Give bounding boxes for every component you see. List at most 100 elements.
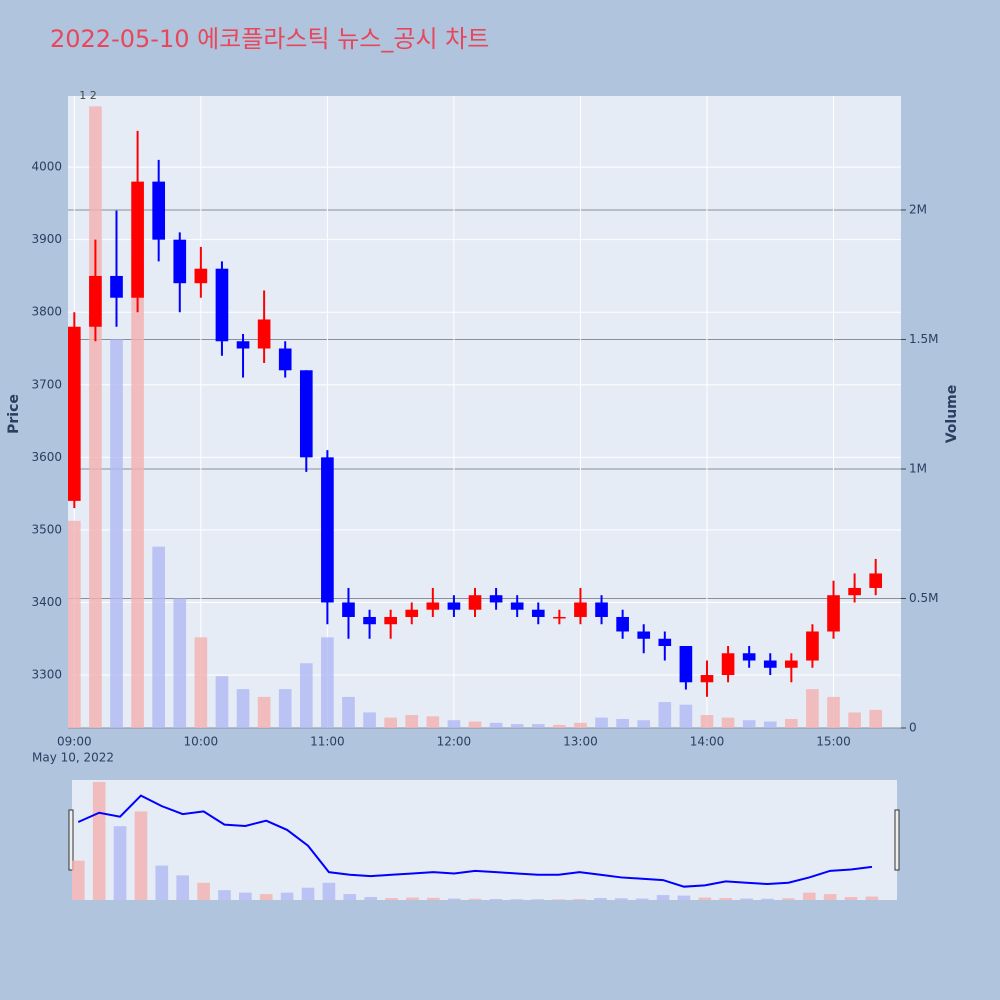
volume-bar <box>468 721 482 728</box>
volume-bar <box>869 709 883 728</box>
y2-axis-title: Volume <box>944 385 960 444</box>
chart-title: 2022-05-10 에코플라스틱 뉴스_공시 차트 <box>50 25 489 53</box>
y-tick-label: 3600 <box>31 450 62 464</box>
mini-volume-bar <box>280 892 294 900</box>
volume-bar <box>426 716 440 728</box>
range-handle[interactable] <box>68 809 74 871</box>
volume-bar <box>658 702 672 728</box>
volume-bar <box>342 696 355 728</box>
volume-bar <box>595 717 608 728</box>
mini-volume-bar <box>364 897 377 900</box>
volume-bar <box>278 689 292 728</box>
candle-body <box>806 631 819 661</box>
candle-body <box>447 602 461 610</box>
candle-body <box>384 616 397 625</box>
volume-bar <box>299 663 313 728</box>
range-slider[interactable] <box>72 780 897 900</box>
mini-volume-bar <box>614 898 628 900</box>
candle-body <box>742 653 756 661</box>
x-tick-label: 10:00 <box>184 735 219 749</box>
candle-body <box>869 573 883 588</box>
mini-volume-bar <box>740 898 753 900</box>
volume-bar <box>131 261 144 728</box>
mini-volume-bar <box>447 898 461 900</box>
volume-bar <box>827 696 840 728</box>
candle-body <box>152 181 166 240</box>
y-tick-label: 3400 <box>31 595 62 609</box>
x-tick-label: 11:00 <box>310 735 345 749</box>
mini-volume-bar <box>218 890 231 900</box>
candle-body <box>278 348 292 371</box>
candle-body <box>68 326 81 501</box>
y-tick-label: 3900 <box>31 232 62 246</box>
volume-bar <box>194 637 208 728</box>
volume-bar <box>616 718 629 728</box>
annotation: 1 <box>79 89 86 102</box>
candle-body <box>531 609 545 617</box>
x-tick-label: 15:00 <box>816 735 851 749</box>
candle-body <box>110 275 123 298</box>
candle-body <box>637 631 651 639</box>
mini-volume-bar <box>468 898 482 900</box>
candle-body <box>215 268 229 342</box>
candle-body <box>721 653 735 676</box>
volume-bar <box>531 724 545 728</box>
volume-bar <box>742 720 756 728</box>
mini-volume-bar <box>71 860 85 900</box>
candle-body <box>574 602 587 617</box>
volume-bar <box>553 724 566 728</box>
mini-volume-bar <box>552 899 565 900</box>
mini-volume-bar <box>406 897 419 900</box>
mini-volume-bar <box>844 897 858 900</box>
volume-bar <box>257 696 271 728</box>
volume-bar <box>574 722 587 728</box>
candle-body <box>700 675 714 683</box>
volume-bar <box>363 712 376 728</box>
candle-body <box>257 319 271 349</box>
candle-body <box>468 595 482 610</box>
mini-volume-bar <box>322 882 336 900</box>
mini-volume-bar <box>427 897 440 900</box>
volume-bar <box>447 720 461 728</box>
mini-volume-bar <box>594 898 607 900</box>
volume-bar <box>405 715 419 728</box>
candle-body <box>595 602 608 617</box>
candle-body <box>679 646 693 683</box>
candle-body <box>658 638 672 647</box>
candle-body <box>553 616 566 619</box>
volume-bar <box>321 637 334 728</box>
mini-volume-bar <box>531 899 545 900</box>
candle-body <box>321 457 334 603</box>
y2-tick-label: 1M <box>909 461 927 475</box>
candle-body <box>363 616 376 625</box>
mini-volume-bar <box>677 895 691 900</box>
mini-volume-bar <box>635 898 649 900</box>
y-axis-title: Price <box>6 394 22 434</box>
volume-bar <box>510 724 524 728</box>
y2-tick-label: 2M <box>909 202 927 216</box>
mini-volume-bar <box>719 898 733 900</box>
mini-volume-bar <box>865 896 879 900</box>
candle-body <box>827 595 840 632</box>
y-tick-label: 3500 <box>31 522 62 536</box>
volume-bar <box>152 546 166 728</box>
volume-bar <box>110 339 123 728</box>
plot-area <box>68 96 901 728</box>
volume-bar <box>384 717 397 728</box>
volume-bar <box>785 718 798 728</box>
volume-bar <box>721 717 735 728</box>
mini-volume-bar <box>656 895 670 900</box>
candle-body <box>426 602 440 610</box>
mini-volume-bar <box>239 892 252 900</box>
mini-volume-bar <box>802 892 816 900</box>
mini-volume-bar <box>301 887 315 900</box>
annotation: 2 <box>90 89 97 102</box>
mini-volume-bar <box>823 894 837 900</box>
candle-body <box>236 341 250 349</box>
y-tick-label: 3700 <box>31 377 62 391</box>
y-tick-label: 3300 <box>31 668 62 682</box>
volume-bar <box>763 721 777 728</box>
candle-body <box>89 275 102 327</box>
range-handle[interactable] <box>894 809 900 871</box>
